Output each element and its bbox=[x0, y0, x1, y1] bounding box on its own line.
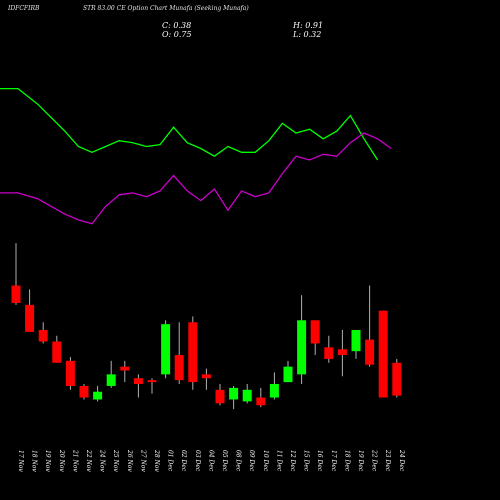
x-tick-label: 18 Nov bbox=[31, 450, 38, 472]
candle-body bbox=[38, 329, 48, 342]
candle-body bbox=[52, 341, 62, 363]
candle-body bbox=[11, 285, 21, 303]
close-label: C: 0.38 bbox=[162, 21, 192, 30]
x-tick-label: 22 Nov bbox=[85, 449, 92, 472]
x-tick-label: 17 Dec bbox=[330, 450, 337, 472]
x-tick-label: 19 Dec bbox=[357, 450, 364, 472]
candle-body bbox=[174, 355, 184, 381]
x-tick-label: 24 Nov bbox=[99, 449, 106, 472]
x-tick-label: 16 Dec bbox=[316, 450, 323, 472]
x-tick-label: 20 Nov bbox=[58, 449, 65, 472]
candle-body bbox=[161, 324, 171, 375]
x-tick-label: 22 Dec bbox=[371, 449, 378, 472]
low-label: L: 0.32 bbox=[293, 30, 322, 39]
x-tick-label: 15 Dec bbox=[303, 450, 310, 472]
candle-body bbox=[147, 380, 157, 383]
x-tick-label: 08 Dec bbox=[235, 450, 242, 472]
candle-body bbox=[79, 385, 89, 398]
series-line-1 bbox=[0, 87, 379, 161]
candle-body bbox=[229, 387, 239, 400]
candle-body bbox=[283, 366, 293, 383]
candle-body bbox=[93, 391, 103, 400]
candle-body bbox=[188, 322, 198, 383]
x-tick-label: 02 Dec bbox=[180, 450, 187, 472]
x-tick-label: 18 Dec bbox=[343, 450, 350, 472]
x-tick-label: 27 Nov bbox=[139, 449, 146, 472]
x-tick-label: 01 Dec bbox=[167, 450, 174, 472]
candle-body bbox=[215, 389, 225, 404]
x-tick-label: 12 Dec bbox=[289, 450, 296, 472]
candle-body bbox=[25, 304, 35, 332]
candle-body bbox=[106, 374, 116, 386]
candle-body bbox=[65, 360, 75, 386]
high-label: H: 0.91 bbox=[293, 21, 324, 30]
x-tick-label: 26 Nov bbox=[126, 449, 133, 472]
open-label: O: 0.75 bbox=[162, 30, 192, 39]
candle-body bbox=[324, 347, 334, 359]
x-tick-label: 04 Dec bbox=[207, 450, 214, 472]
candle-body bbox=[337, 349, 347, 356]
candle-body bbox=[242, 389, 252, 402]
x-tick-label: 24 Dec bbox=[398, 449, 405, 472]
candle-body bbox=[310, 320, 320, 344]
x-tick-label: 23 Dec bbox=[384, 449, 391, 472]
x-tick-label: 05 Dec bbox=[221, 450, 228, 472]
x-tick-label: 21 Nov bbox=[71, 449, 78, 472]
chart-subtitle: STR 83.00 CE Option Chart Munafa (Seekin… bbox=[83, 5, 249, 12]
candle-body bbox=[120, 366, 130, 371]
x-tick-label: 25 Nov bbox=[112, 449, 119, 472]
candle-body bbox=[365, 339, 375, 365]
candle-body bbox=[378, 310, 388, 398]
x-tick-label: 19 Nov bbox=[44, 450, 51, 472]
candle-body bbox=[256, 397, 266, 406]
x-tick-label: 28 Nov bbox=[153, 449, 160, 472]
candle-body bbox=[297, 320, 307, 375]
candle-body bbox=[133, 378, 143, 385]
x-tick-label: 10 Dec bbox=[262, 450, 269, 472]
x-tick-label: 17 Nov bbox=[17, 450, 24, 472]
candle-body bbox=[201, 374, 211, 379]
candle-body bbox=[392, 362, 402, 396]
x-tick-label: 03 Dec bbox=[194, 450, 201, 472]
x-tick-label: 11 Dec bbox=[275, 450, 282, 472]
candle-body bbox=[351, 329, 361, 352]
x-tick-label: 09 Dec bbox=[248, 450, 255, 472]
series-line-2 bbox=[0, 132, 392, 225]
chart-symbol: IDFCFIRB bbox=[8, 5, 40, 12]
candle-body bbox=[269, 384, 279, 398]
